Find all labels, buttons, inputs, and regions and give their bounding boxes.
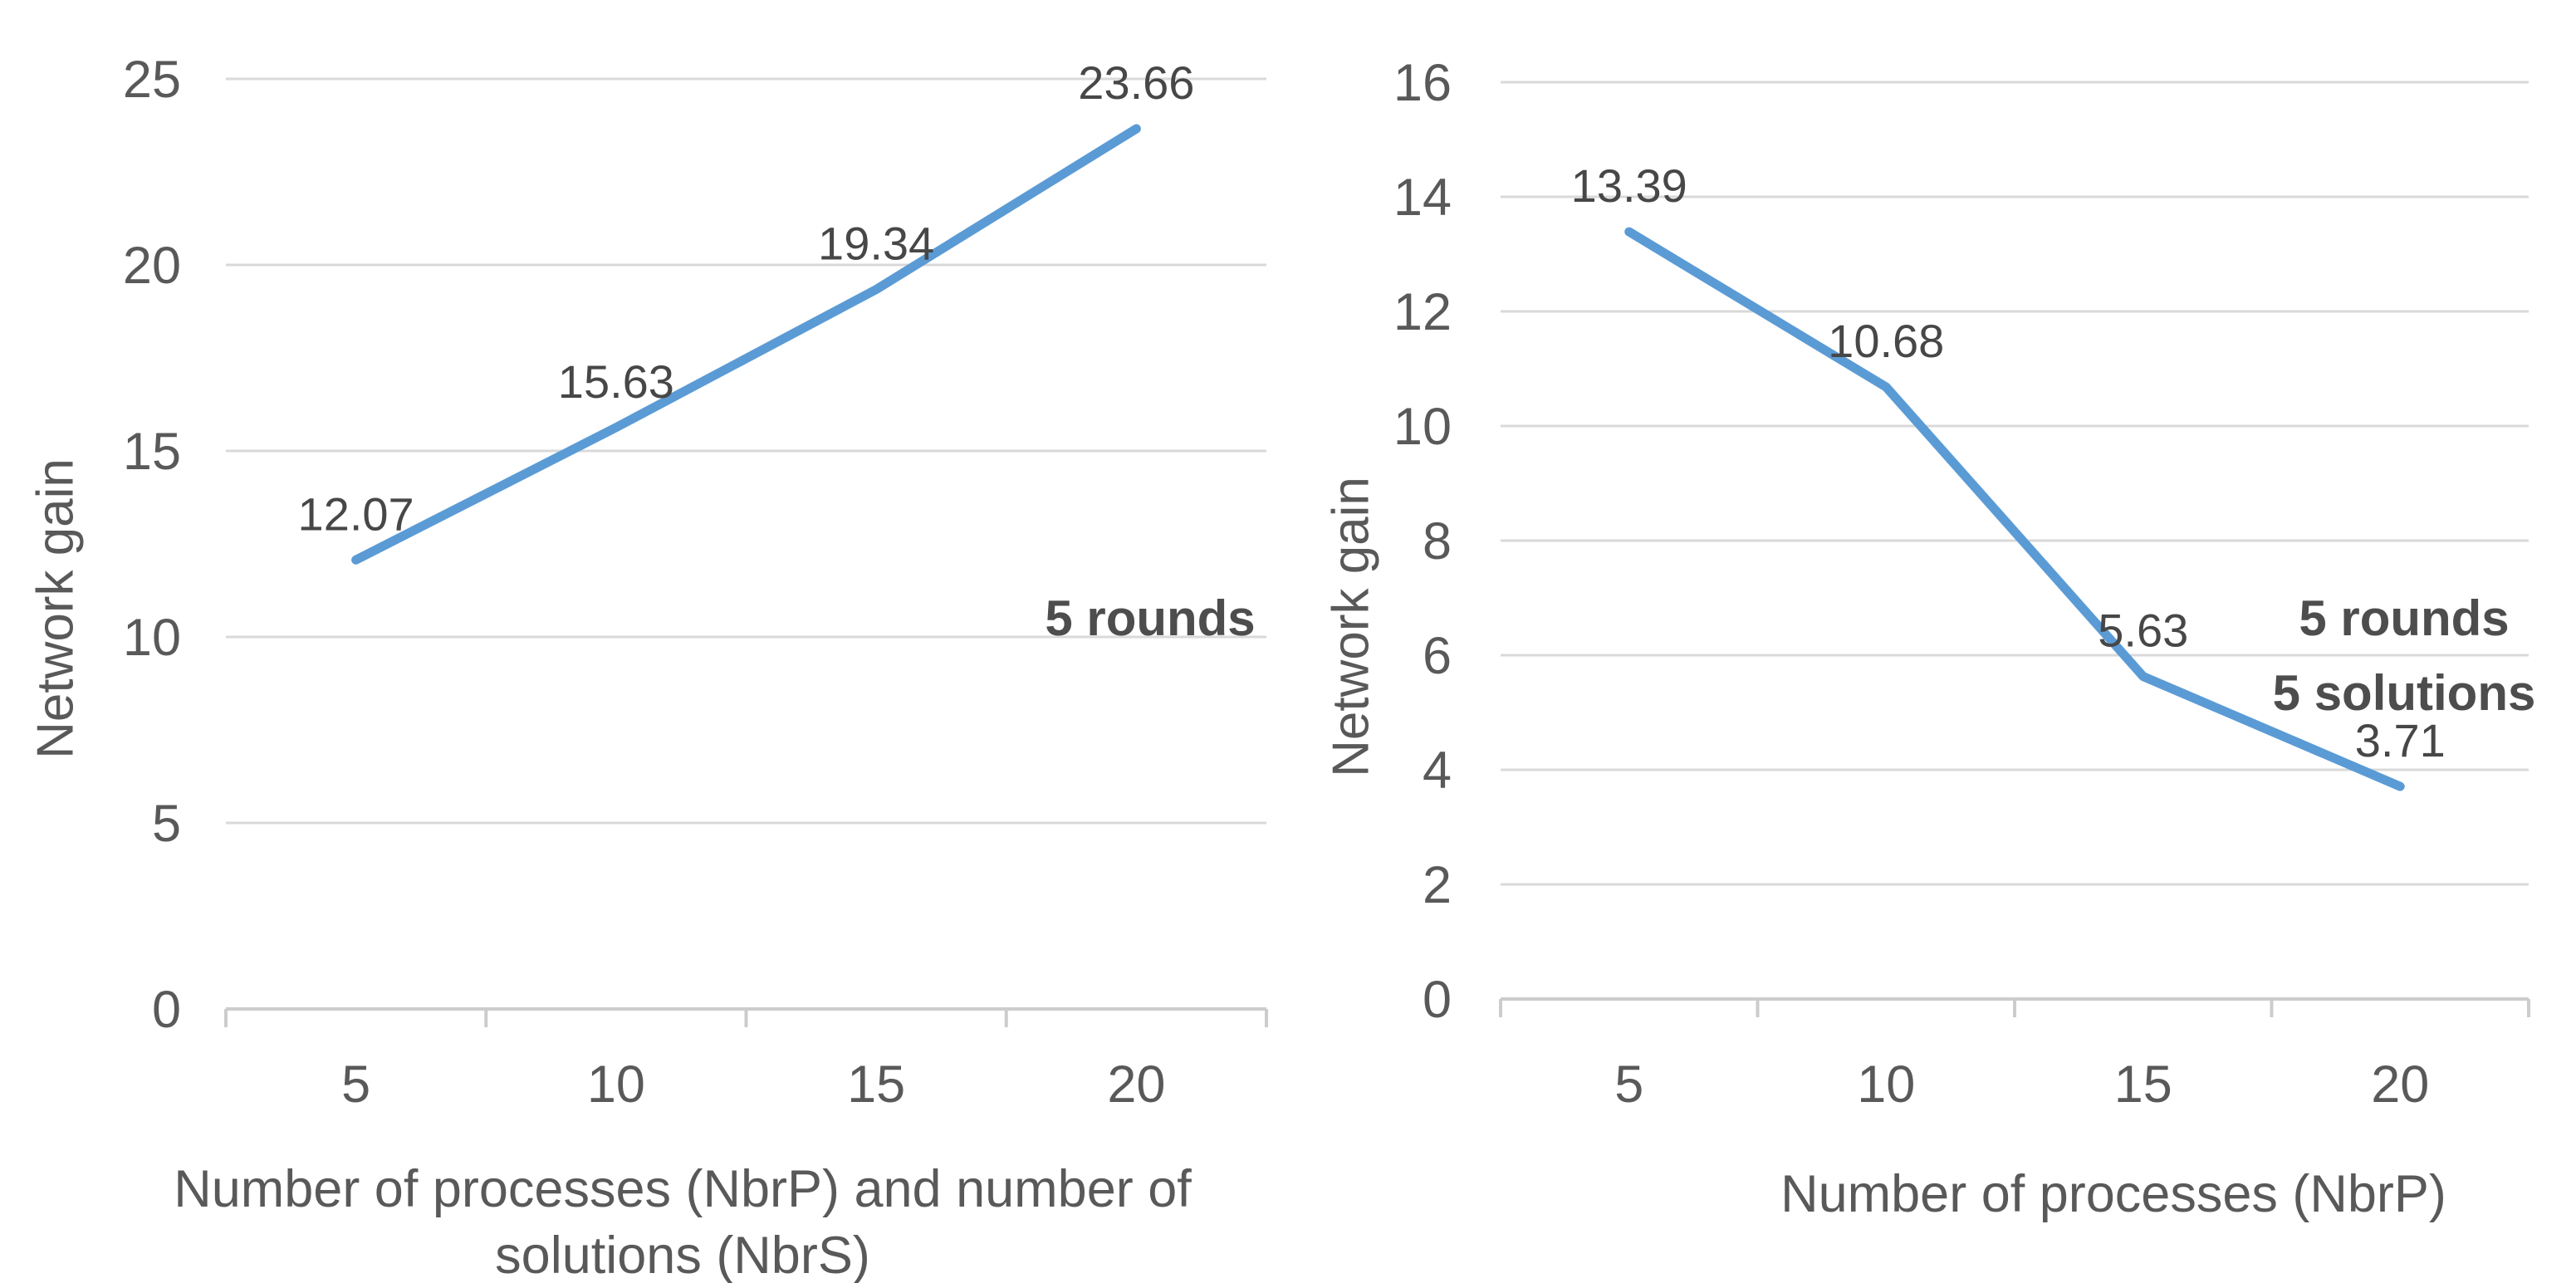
series-line [1624, 227, 2405, 791]
annotation-line: 5 solutions [2272, 665, 2536, 721]
x-axis-title-line: Number of processes (NbrP) and number of [174, 1160, 1192, 1218]
data-label: 13.39 [1571, 159, 1687, 212]
y-tick-label: 8 [1423, 512, 1452, 570]
x-tick-label: 20 [2371, 1055, 2429, 1114]
chart-network-gain-vs-processes-and-solutions: 0 5 10 15 20 25 5 10 15 20 12.07 15.63 19.34 23.66 Ne… [27, 51, 1268, 1283]
annotation-line: 5 rounds [1045, 590, 1256, 646]
y-axis-title: Network gain [27, 458, 85, 759]
data-label: 10.68 [1828, 315, 1944, 367]
y-tick-label: 16 [1393, 54, 1452, 112]
y-tick-label: 20 [123, 237, 181, 295]
x-tick-label: 5 [341, 1055, 370, 1114]
annotation-rounds: 5 rounds [1045, 581, 1255, 656]
y-tick-label: 4 [1423, 742, 1452, 800]
data-label: 3.71 [2355, 714, 2446, 766]
chart-network-gain-vs-processes: 0 2 4 6 8 10 12 14 16 5 10 15 20 13.39 10.68 5.63 3.71 N… [1287, 0, 2576, 1283]
x-axis-title: Number of processes (NbrP) [1780, 1161, 2446, 1227]
annotation-line: 5 rounds [2299, 590, 2510, 646]
data-label: 15.63 [558, 355, 674, 408]
data-label: 5.63 [2098, 605, 2188, 657]
y-tick-label: 15 [123, 423, 181, 481]
x-tick-label: 15 [2114, 1055, 2172, 1114]
y-tick-label: 14 [1393, 169, 1452, 227]
y-tick-label: 5 [152, 795, 181, 853]
y-tick-label: 10 [123, 609, 181, 667]
data-label: 19.34 [818, 218, 934, 270]
annotation-rounds-solutions: 5 rounds 5 solutions [2273, 581, 2536, 731]
x-tick-label: 20 [1107, 1055, 1165, 1114]
plot-area: 0 5 10 15 20 25 5 10 15 20 12.07 15.63 19.34 23.66 [123, 51, 1268, 1114]
x-tick-label: 5 [1614, 1055, 1643, 1114]
data-label: 23.66 [1078, 56, 1194, 109]
y-tick-label: 10 [1393, 398, 1452, 456]
y-tick-label: 2 [1423, 856, 1452, 914]
y-tick-label: 25 [123, 51, 181, 109]
x-tick-label: 10 [587, 1055, 645, 1114]
x-tick-label: 15 [847, 1055, 905, 1114]
y-tick-label: 0 [152, 981, 181, 1039]
plot-area: 0 2 4 6 8 10 12 14 16 5 10 15 20 13.39 10.68 5.63 3.71 [1393, 54, 2530, 1114]
y-tick-label: 0 [1423, 971, 1452, 1029]
x-axis-title-line: Number of processes (NbrP) [1780, 1165, 2446, 1223]
y-tick-label: 6 [1423, 627, 1452, 685]
x-axis-title-line: solutions (NbrS) [495, 1227, 870, 1283]
x-tick-label: 10 [1857, 1055, 1915, 1114]
data-label: 12.07 [298, 487, 414, 540]
x-axis-title: Number of processes (NbrP) and number of… [174, 1156, 1192, 1283]
y-axis-title: Network gain [1322, 477, 1380, 777]
y-tick-label: 12 [1393, 283, 1452, 341]
series-line [351, 124, 1141, 565]
